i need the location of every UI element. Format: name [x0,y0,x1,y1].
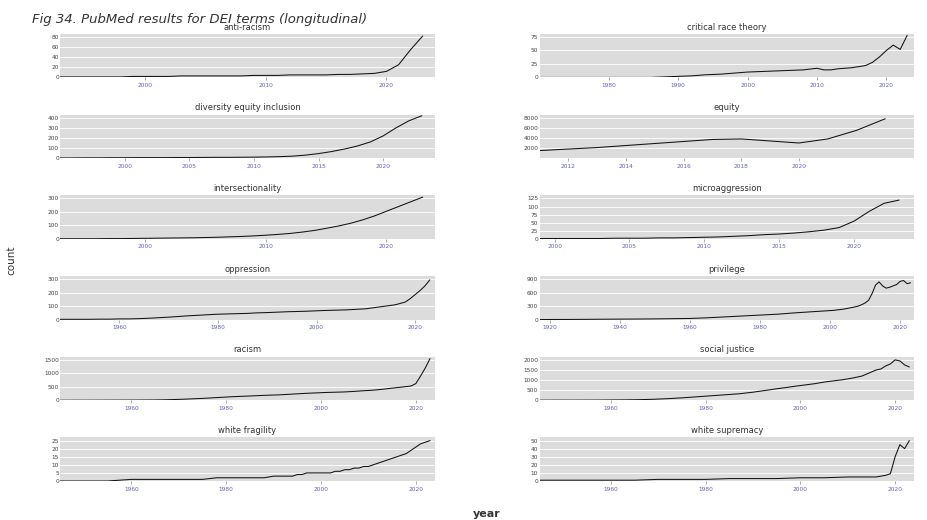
Text: Fig 34. PubMed results for DEI terms (longitudinal): Fig 34. PubMed results for DEI terms (lo… [32,13,367,26]
Title: oppression: oppression [224,265,271,274]
Text: count: count [6,245,16,275]
Title: intersectionality: intersectionality [213,184,282,193]
Title: critical race theory: critical race theory [686,23,766,32]
Title: microaggression: microaggression [692,184,761,193]
Title: white supremacy: white supremacy [690,426,762,435]
Title: diversity equity inclusion: diversity equity inclusion [195,103,300,112]
Title: equity: equity [713,103,740,112]
Title: social justice: social justice [699,345,753,355]
Title: anti-racism: anti-racism [223,23,271,32]
Text: year: year [473,509,501,519]
Title: racism: racism [234,345,261,355]
Title: privilege: privilege [707,265,744,274]
Title: white fragility: white fragility [218,426,276,435]
